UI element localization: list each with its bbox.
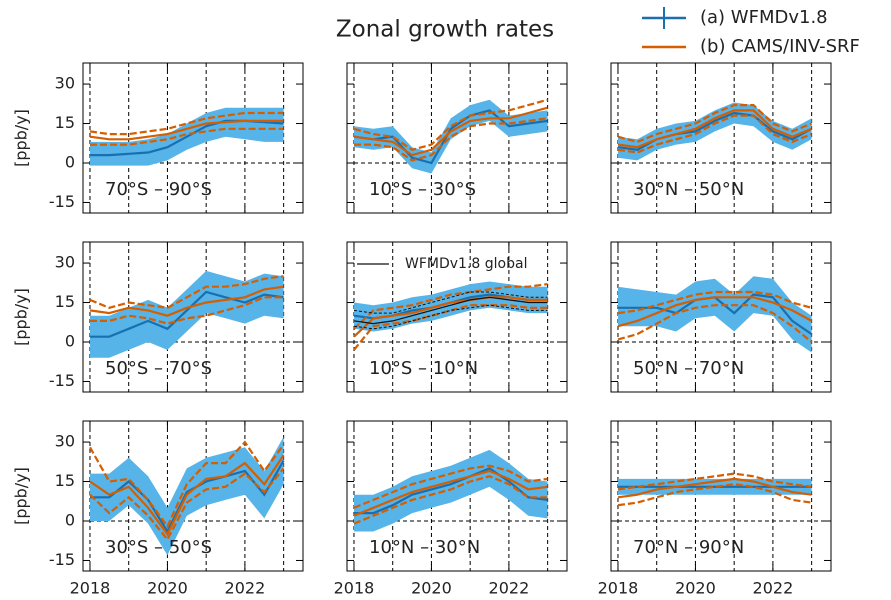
zone-label: 70°N – 90°N (633, 537, 744, 558)
bound-line (353, 304, 548, 330)
y-axis-label: [ppb/y] (12, 109, 31, 167)
y-tick-label: -15 (49, 192, 75, 211)
bound-line (89, 275, 284, 309)
x-tick-label: 2020 (147, 579, 188, 598)
x-tick-label: 2022 (753, 579, 794, 598)
y-tick-label: 0 (65, 332, 75, 351)
axes-frame (82, 241, 304, 393)
bound-line (353, 283, 548, 330)
axes-frame (82, 420, 304, 572)
legend-label: (a) WFMDv1.8 (700, 7, 828, 28)
axes-frame (346, 62, 568, 214)
series-line (353, 106, 548, 157)
x-tick-label: 2020 (675, 579, 716, 598)
series-line (354, 467, 548, 515)
bound-line (617, 304, 813, 343)
zone-label: 10°S – 30°S (369, 179, 476, 200)
zone-label: 10°N – 30°N (369, 537, 480, 558)
uncertainty-band (354, 99, 548, 174)
panel: 10°S – 30°S (346, 62, 568, 214)
bound-line (89, 440, 285, 529)
panel: 30°N – 50°N (610, 62, 832, 214)
bound-line (617, 472, 812, 491)
bound-line (354, 117, 548, 162)
x-tick-label: 2020 (411, 579, 452, 598)
bound-line (353, 475, 548, 525)
zone-label: 10°S – 10°N (369, 358, 478, 379)
y-tick-label: 15 (55, 113, 75, 132)
legend-label: (b) CAMS/INV-SRF (700, 36, 860, 57)
bound-line (89, 467, 285, 542)
uncertainty-band (618, 276, 812, 353)
x-tick-label: 2018 (598, 579, 639, 598)
panel: 2018 2020 2022 70°N – 90°N (598, 420, 832, 598)
series-line (353, 296, 548, 325)
series-line (353, 109, 548, 165)
series-line (353, 469, 548, 517)
bound-line (617, 104, 813, 144)
uncertainty-band (90, 270, 284, 358)
bound-line (617, 290, 812, 315)
panel: -15 0 15 30 [ppb/y] 50°S – 70°S (12, 241, 304, 393)
panel: 50°N – 70°N (610, 241, 832, 393)
y-tick-label: 0 (65, 511, 75, 530)
zone-label: 30°N – 50°N (633, 179, 744, 200)
bound-line (89, 111, 284, 136)
y-tick-label: 30 (55, 74, 75, 93)
axes-frame (610, 420, 832, 572)
y-axis-label: [ppb/y] (12, 467, 31, 525)
uncertainty-band (618, 102, 812, 161)
y-tick-label: 30 (55, 432, 75, 451)
bound-line (617, 114, 813, 154)
uncertainty-band (354, 449, 548, 532)
series-line (617, 477, 812, 499)
series-line (617, 296, 813, 328)
x-tick-label: 2018 (334, 579, 375, 598)
x-tick-label: 2018 (70, 579, 111, 598)
series-line (353, 296, 548, 338)
panel: 2018 2020 2022 -15 0 15 30 [ppb/y] 30°S – 50°S (12, 420, 304, 598)
y-tick-label: -15 (49, 371, 75, 390)
y-tick-label: 30 (55, 253, 75, 272)
bound-line (617, 483, 812, 507)
bound-line (90, 296, 284, 325)
bound-line (353, 98, 548, 151)
zone-label: 30°S – 50°S (105, 537, 212, 558)
y-tick-label: -15 (49, 550, 75, 569)
panel: 2018 2020 2022 10°N – 30°N (334, 420, 568, 598)
series-line (90, 290, 284, 338)
y-axis-label: [ppb/y] (12, 288, 31, 346)
figure-title: Zonal growth rates (336, 17, 554, 43)
y-tick-label: 0 (65, 153, 75, 172)
y-tick-label: 15 (55, 471, 75, 490)
zone-label: 70°S – 90°S (105, 179, 212, 200)
axes-frame (610, 241, 832, 393)
zone-label: 50°N – 70°N (633, 358, 744, 379)
legend-label: WFMDv1.8 global (405, 256, 527, 272)
x-tick-label: 2022 (489, 579, 530, 598)
bound-line (90, 127, 284, 146)
bound-line (353, 291, 548, 314)
series-line (617, 109, 813, 149)
axes-frame (610, 62, 832, 214)
zone-label: 50°S – 70°S (105, 358, 212, 379)
series-line (89, 119, 284, 141)
panel: 10°S – 10°N WFMDv1.8 global (346, 241, 568, 393)
y-tick-label: 15 (55, 292, 75, 311)
axes-frame (346, 420, 568, 572)
x-tick-label: 2022 (225, 579, 266, 598)
series-line (89, 285, 284, 317)
series-line (89, 454, 285, 537)
bound-line (353, 464, 548, 509)
axes-frame (82, 62, 304, 214)
bound-line (353, 304, 548, 351)
panel: -15 0 15 30 [ppb/y] 70°S – 90°S (12, 62, 304, 214)
uncertainty-band (354, 281, 548, 332)
axes-frame (346, 241, 568, 393)
